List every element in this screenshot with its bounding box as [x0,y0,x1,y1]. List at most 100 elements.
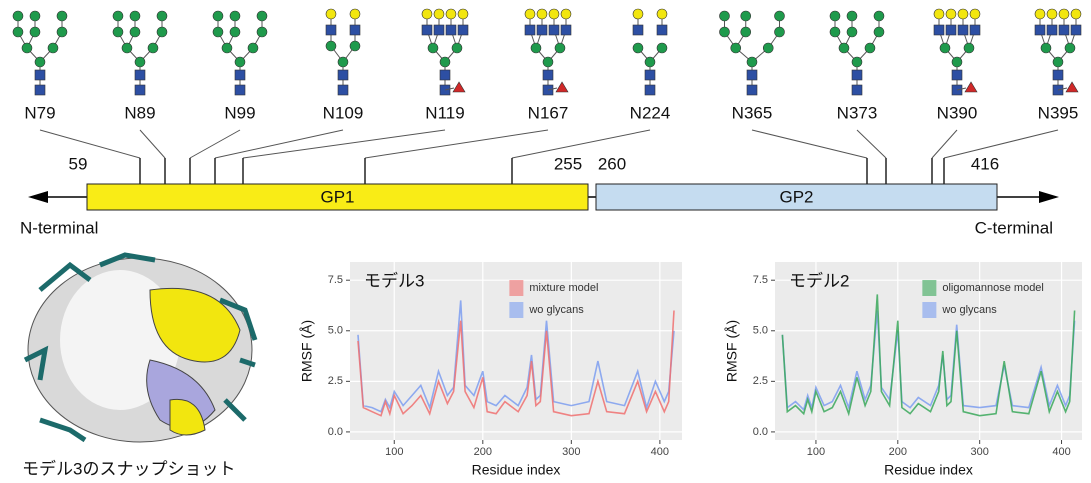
chart-title: モデル3 [364,270,424,290]
glycan-residue [940,43,950,53]
x-tick-label: 300 [970,446,988,458]
site-label: N99 [224,103,255,122]
site-label: N373 [837,103,878,122]
glycan-residue [1065,43,1075,53]
glycan-residue [970,25,980,35]
glycan-residue [434,25,444,35]
glycan-residue [338,57,348,67]
site-label: N167 [528,103,569,122]
chart-title: モデル2 [789,270,849,290]
glycan-residue [35,85,45,95]
glycan-residue [543,57,553,67]
glycan-residue [440,70,450,80]
glycan-residue [549,25,559,35]
glycan-residue [350,9,360,19]
glycan-residue [645,57,655,67]
site-label: N119 [425,103,464,122]
domain-start: 260 [598,154,626,173]
glycan-residue [35,70,45,80]
glycan-residue [113,11,123,21]
site-connector [140,130,165,158]
glycan-residue [230,27,240,37]
legend-key [509,302,523,318]
fucose [453,82,465,92]
glycan-residue [525,9,535,19]
glycan-residue [531,43,541,53]
y-tick-label: 7.5 [753,274,768,286]
site-connector [932,130,957,158]
glycan-residue [30,11,40,21]
glycan-residue [874,11,884,21]
glycan-residue [830,11,840,21]
glycan-residue [458,9,468,19]
glycan-residue [720,11,730,21]
glycan-residue [1059,25,1069,35]
glycan-residue [148,43,158,53]
glycan-residue [958,9,968,19]
glycan-residue [555,43,565,53]
y-tick-label: 2.5 [753,375,768,387]
legend-label: wo glycans [528,304,584,316]
glycan-residue [213,11,223,21]
glycan-residue [30,27,40,37]
glycan-residue [326,9,336,19]
glycan-residue [235,70,245,80]
glycan-residue [1053,57,1063,67]
glycan-residue [763,43,773,53]
y-axis-title: RMSF (Å) [724,320,740,382]
glycan-residue [130,27,140,37]
site-connector [215,130,343,158]
glycan-residue [633,9,643,19]
glycan-residue [537,9,547,19]
glycan-residue [257,27,267,37]
glycan-residue [157,11,167,21]
site-connector [243,130,445,158]
glycan-residue [1059,9,1069,19]
glycan-residue [747,57,757,67]
glycan-residue [741,27,751,37]
site-label: N390 [937,103,978,122]
glycan-residue [1035,25,1045,35]
glycan-residue [747,85,757,95]
site-connector [857,130,886,158]
glycan-residue [549,9,559,19]
glycan-residue [446,9,456,19]
glycan-residue [633,43,643,53]
fucose [1066,82,1078,92]
glycan-residue [22,43,32,53]
glycan-residue [970,9,980,19]
site-connector [365,130,548,158]
glycan-residue [1041,43,1051,53]
y-axis-title: RMSF (Å) [299,320,315,382]
snapshot: モデル3のスナップショット [22,255,255,478]
glycan-residue [720,27,730,37]
n-terminal: N-terminal [20,218,98,237]
glycan-residue [964,43,974,53]
fucose [556,82,568,92]
glycan-residue [157,27,167,37]
legend-label: mixture model [529,282,598,294]
glycan-residue [1071,25,1081,35]
site-connector [752,130,867,158]
y-tick-label: 0.0 [328,426,343,438]
glycan-residue [852,57,862,67]
site-label: N224 [630,103,671,122]
glycan-residue [235,57,245,67]
x-tick-label: 200 [889,446,907,458]
x-tick-label: 400 [651,446,669,458]
glycan-residue [946,25,956,35]
site-label: N365 [732,103,773,122]
y-tick-label: 5.0 [328,325,343,337]
glycan-residue [775,11,785,21]
glycan-residue [57,27,67,37]
glycan-residue [775,27,785,37]
c-terminal: C-terminal [975,218,1053,237]
glycan-residue [525,25,535,35]
glycan-residue [537,25,547,35]
glycan-residue [747,70,757,80]
site-connector [944,130,1058,158]
glycan-residue [934,25,944,35]
glycan-residue [561,25,571,35]
glycan-residue [222,43,232,53]
glycan-residue [135,70,145,80]
